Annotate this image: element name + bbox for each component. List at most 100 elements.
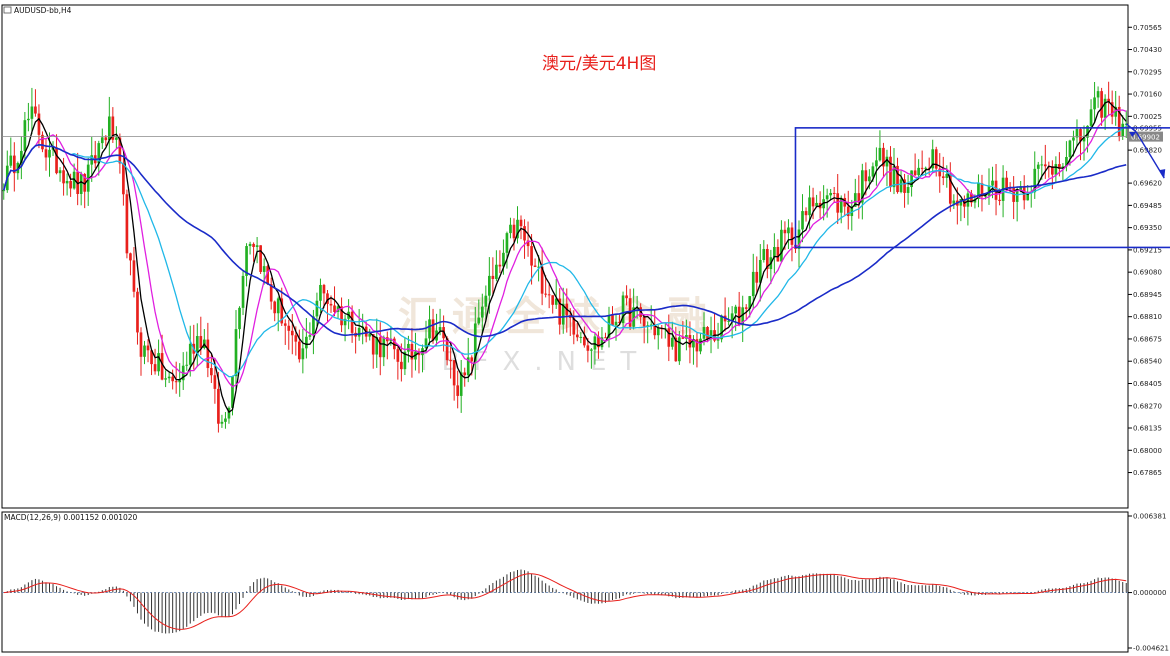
candle-body [86,164,90,192]
candle-body [512,224,516,239]
candle-body [227,407,231,419]
candle-body [107,116,111,141]
y-tick-label: 0.68540 [1133,358,1162,366]
candle-body [111,116,115,140]
candle-body [146,345,150,351]
candle-body [899,179,903,193]
candle-body [340,306,343,326]
current-price-tag [1129,131,1163,142]
candle-body [882,147,885,167]
y-tick-label: 0.70565 [1133,24,1162,32]
candle-body [681,337,685,339]
price-pane-frame [1,4,1129,509]
candle-body [737,306,741,326]
candle-body [1093,97,1096,110]
candle-body [751,271,755,297]
candle-body [857,193,861,203]
candle-body [449,360,452,362]
candle-body [558,298,562,325]
candle-body [780,229,783,262]
candle-body [290,330,294,336]
candle-body [695,339,699,352]
candle-body [470,357,474,362]
candle-body [294,335,298,342]
candle-body [632,307,635,327]
candle-body [575,334,579,338]
ma-mid-line [3,109,1127,388]
forecast-up-arrowhead [1129,131,1137,137]
candle-body [931,149,935,169]
macd-pane-frame [1,511,1129,653]
candle-body [445,338,449,361]
candle-body [97,143,101,164]
symbol-label: AUDUSD-bb,H4 [14,6,72,15]
candle-body [702,327,706,339]
candle-body [34,106,37,114]
forecast-down-arrowhead [1159,169,1166,179]
candle-body [100,137,104,144]
candle-body [748,296,752,309]
candle-body [523,226,526,241]
candle-body [1096,91,1100,98]
candle-body [618,321,621,324]
candle-body [941,176,945,178]
candle-body [987,185,991,196]
y-tick-label: 0.69485 [1133,202,1162,210]
y-tick-label: 0.70160 [1133,91,1162,99]
candle-body [48,149,51,158]
candle-body [678,337,681,362]
candle-body [125,194,129,254]
chart-annotation: 澳元/美元4H图 [542,54,656,74]
candle-body [804,211,808,216]
candle-body [1026,192,1030,201]
candle-body [252,243,255,247]
candle-body [910,170,913,188]
candle-body [37,113,41,135]
candle-body [375,337,379,355]
candle-body [58,170,62,174]
candle-body [104,137,108,141]
candle-body [611,315,614,326]
candle-body [554,298,558,305]
y-tick-label: 0.69350 [1133,224,1162,232]
candle-body [526,240,530,247]
candle-body [276,298,280,314]
forecast-up-arrow [1125,123,1137,133]
y-tick-label: 0.69620 [1133,180,1162,188]
candle-body [234,329,238,377]
candle-body [938,168,942,177]
candle-body [734,306,737,314]
candle-body [452,360,456,386]
candle-body [991,180,994,186]
candle-body [516,219,519,239]
candle-body [948,174,952,204]
candle-body [1079,129,1082,142]
candle-body [417,351,421,356]
candle-body [484,295,488,307]
candle-body [241,275,245,308]
candle-body [1005,177,1008,189]
candle-body [505,233,509,253]
candle-body [959,199,963,206]
candle-body [301,348,305,360]
candle-body [319,284,322,301]
candle-body [829,192,833,196]
candle-body [456,385,460,396]
ma-long-line [3,143,1127,338]
candle-body [224,418,227,422]
candle-body [878,147,882,161]
candle-body [259,245,262,272]
candle-body [1100,91,1103,118]
candle-body [136,291,139,333]
candle-body [839,197,843,213]
candle-body [287,325,291,331]
candle-body [917,167,920,176]
candle-body [892,165,896,188]
y-tick-label: 0.70430 [1133,46,1162,54]
candle-body [438,327,442,331]
candle-body [765,248,769,270]
candle-body [537,266,540,268]
candle-body [2,190,6,192]
ma-slow-line [3,125,1127,378]
